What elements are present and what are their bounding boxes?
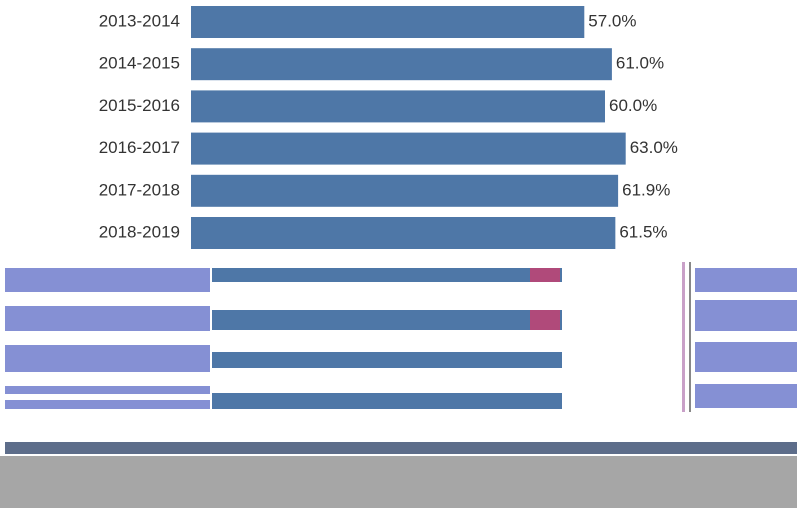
glitch-block bbox=[212, 268, 562, 282]
glitch-block bbox=[695, 384, 797, 408]
glitch-block bbox=[682, 262, 685, 412]
category-label: 2016-2017 bbox=[99, 138, 180, 157]
bar bbox=[191, 6, 584, 38]
category-label: 2015-2016 bbox=[99, 96, 180, 115]
bar bbox=[191, 217, 615, 249]
glitch-block bbox=[212, 352, 562, 368]
glitch-block bbox=[5, 386, 210, 394]
category-label: 2017-2018 bbox=[99, 180, 180, 199]
value-label: 63.0% bbox=[630, 138, 678, 157]
value-label: 57.0% bbox=[588, 11, 636, 30]
glitch-block bbox=[212, 310, 562, 330]
glitch-block bbox=[689, 262, 691, 412]
value-label: 60.0% bbox=[609, 96, 657, 115]
glitch-block bbox=[530, 310, 560, 330]
category-label: 2018-2019 bbox=[99, 222, 180, 241]
glitch-block bbox=[0, 456, 797, 508]
glitch-block bbox=[5, 400, 210, 409]
glitch-block bbox=[695, 300, 797, 331]
glitch-block bbox=[695, 342, 797, 372]
value-label: 61.0% bbox=[616, 54, 664, 73]
glitch-block bbox=[5, 345, 210, 372]
glitch-block bbox=[5, 442, 797, 454]
bar bbox=[191, 90, 605, 122]
glitch-block bbox=[5, 268, 210, 292]
bar bbox=[191, 48, 612, 80]
category-label: 2014-2015 bbox=[99, 54, 180, 73]
chart: 2013-2014 57.0% 2014-2015 61.0% 2015-2016 60.… bbox=[0, 0, 797, 508]
bar bbox=[191, 175, 618, 207]
glitch-block bbox=[530, 268, 560, 282]
glitch-block bbox=[212, 393, 562, 409]
value-label: 61.9% bbox=[622, 180, 670, 199]
glitch-block bbox=[695, 268, 797, 292]
glitch-block bbox=[5, 306, 210, 331]
value-label: 61.5% bbox=[619, 222, 667, 241]
category-label: 2013-2014 bbox=[99, 11, 180, 30]
bar bbox=[191, 133, 626, 165]
glitch-region bbox=[0, 262, 797, 508]
